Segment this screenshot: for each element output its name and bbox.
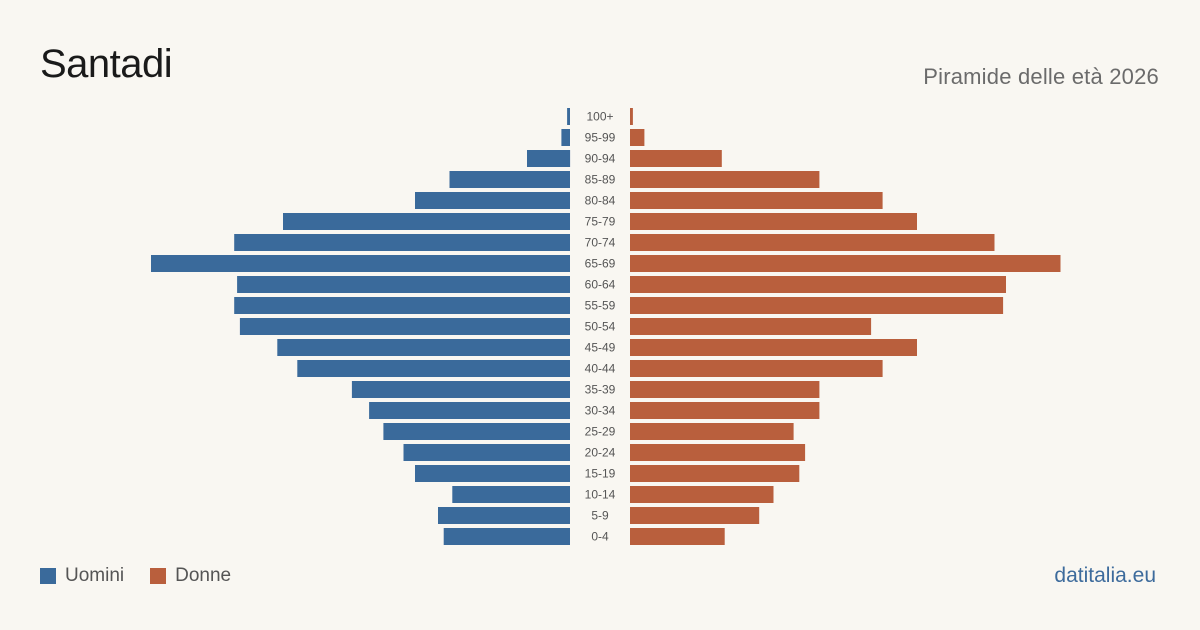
- bar-female-15-19: [630, 465, 800, 482]
- bar-male-40-44: [297, 360, 570, 377]
- legend-swatch-male: [40, 568, 56, 584]
- age-label-100+: 100+: [586, 110, 613, 124]
- bar-male-0-4: [443, 528, 570, 545]
- bar-female-50-54: [630, 318, 872, 335]
- age-label-75-79: 75-79: [585, 215, 616, 229]
- age-label-65-69: 65-69: [585, 257, 616, 271]
- bar-female-60-64: [630, 276, 1006, 293]
- bar-female-25-29: [630, 423, 794, 440]
- bar-male-30-34: [369, 402, 570, 419]
- bar-male-10-14: [452, 486, 570, 503]
- bar-male-50-54: [239, 318, 570, 335]
- legend-swatch-female: [150, 568, 167, 584]
- legend-item-female: Donne: [150, 565, 231, 587]
- age-label-50-54: 50-54: [585, 320, 616, 334]
- bar-male-85-89: [449, 171, 570, 188]
- age-label-20-24: 20-24: [585, 446, 616, 460]
- bar-male-65-69: [151, 255, 570, 272]
- bar-female-5-9: [630, 507, 760, 524]
- age-label-10-14: 10-14: [585, 488, 616, 502]
- bar-female-85-89: [630, 171, 820, 188]
- bar-female-20-24: [630, 444, 806, 461]
- bar-male-70-74: [234, 234, 570, 251]
- bar-female-35-39: [630, 381, 820, 398]
- bar-male-25-29: [383, 423, 570, 440]
- bar-female-100+: [630, 108, 633, 125]
- bar-male-15-19: [415, 465, 570, 482]
- age-label-30-34: 30-34: [585, 404, 616, 418]
- bar-male-45-49: [277, 339, 570, 356]
- bar-female-55-59: [630, 297, 1004, 314]
- bar-female-30-34: [630, 402, 820, 419]
- chart-subtitle: Piramide delle età 2026: [923, 64, 1159, 89]
- legend-label-male: Uomini: [65, 565, 125, 586]
- age-label-25-29: 25-29: [585, 425, 616, 439]
- bar-male-60-64: [237, 276, 570, 293]
- bar-female-75-79: [630, 213, 917, 230]
- age-label-0-4: 0-4: [591, 530, 609, 544]
- bar-male-5-9: [438, 507, 570, 524]
- bar-male-20-24: [403, 444, 570, 461]
- age-label-95-99: 95-99: [585, 131, 616, 145]
- age-label-80-84: 80-84: [585, 194, 616, 208]
- legend: Uomini Donne: [40, 565, 257, 587]
- bar-male-90-94: [527, 150, 571, 167]
- bar-female-10-14: [630, 486, 774, 503]
- age-label-15-19: 15-19: [585, 467, 616, 481]
- bar-male-80-84: [415, 192, 570, 209]
- legend-item-male: Uomini: [40, 565, 124, 587]
- bar-male-95-99: [561, 129, 570, 146]
- age-label-5-9: 5-9: [591, 509, 609, 523]
- age-label-45-49: 45-49: [585, 341, 616, 355]
- age-label-55-59: 55-59: [585, 299, 616, 313]
- brand-link[interactable]: datitalia.eu: [1054, 564, 1156, 587]
- bar-female-70-74: [630, 234, 995, 251]
- age-label-40-44: 40-44: [585, 362, 616, 376]
- age-label-70-74: 70-74: [585, 236, 616, 250]
- bar-female-90-94: [630, 150, 722, 167]
- bar-female-45-49: [630, 339, 917, 356]
- age-label-90-94: 90-94: [585, 152, 616, 166]
- bar-female-80-84: [630, 192, 883, 209]
- bar-female-65-69: [630, 255, 1061, 272]
- bar-female-0-4: [630, 528, 725, 545]
- bar-male-75-79: [283, 213, 570, 230]
- age-label-35-39: 35-39: [585, 383, 616, 397]
- page-title: Santadi: [40, 42, 173, 86]
- age-label-85-89: 85-89: [585, 173, 616, 187]
- age-label-60-64: 60-64: [585, 278, 616, 292]
- bar-male-55-59: [234, 297, 570, 314]
- bar-male-100+: [567, 108, 570, 125]
- bar-male-35-39: [351, 381, 570, 398]
- bar-female-95-99: [630, 129, 645, 146]
- legend-label-female: Donne: [175, 565, 232, 586]
- bar-female-40-44: [630, 360, 883, 377]
